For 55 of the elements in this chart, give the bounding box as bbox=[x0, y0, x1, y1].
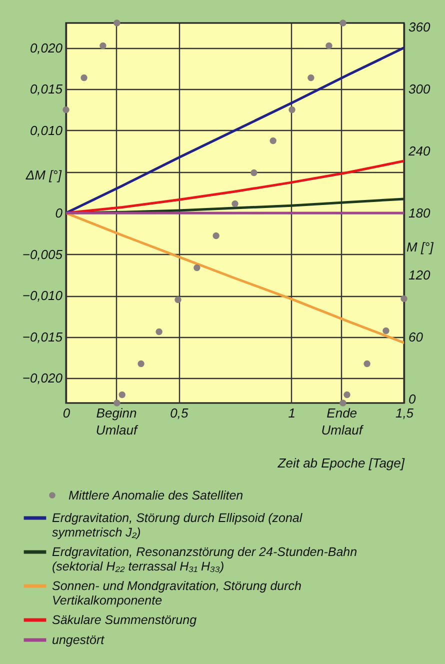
y-tick-label: 0,015 bbox=[30, 82, 64, 97]
line-series bbox=[66, 212, 404, 344]
point bbox=[212, 232, 220, 240]
x-tick-label: 0,5 bbox=[170, 406, 189, 420]
point bbox=[114, 400, 120, 406]
legend-label: Erdgravitation, Resonanzstörung der 24-Stunden-Bahn (sektorial H₂₂ terrassal H₃₁ H₃₃) bbox=[52, 545, 358, 574]
point bbox=[400, 295, 408, 302]
point bbox=[114, 20, 120, 26]
y-tick-label: 0 bbox=[55, 206, 64, 220]
point bbox=[344, 391, 350, 398]
point bbox=[118, 391, 126, 398]
y2-axis-title: M [°] bbox=[406, 240, 434, 254]
point bbox=[232, 200, 238, 208]
y-tick-label: −0,020 bbox=[22, 370, 64, 386]
point bbox=[340, 20, 346, 26]
point bbox=[326, 42, 332, 50]
point bbox=[174, 296, 182, 304]
x-tick-label: 1,5 bbox=[395, 406, 414, 420]
point bbox=[270, 137, 276, 144]
point bbox=[288, 106, 296, 114]
point bbox=[138, 360, 144, 368]
point bbox=[194, 264, 200, 272]
y-tick-label: −0,010 bbox=[22, 288, 64, 304]
x-tick-label: Ende Umlauf bbox=[321, 406, 364, 438]
y2-tick-label: 300 bbox=[408, 82, 431, 97]
point bbox=[80, 74, 88, 82]
legend-label: Sonnen- und Mondgravitation, Störung durch Vertikalkomponente bbox=[52, 579, 302, 608]
point bbox=[340, 400, 346, 406]
point bbox=[156, 328, 162, 336]
point bbox=[100, 42, 106, 50]
legend-label: Erdgravitation, Störung durch Ellipsoid (zonal symmetrisch J₂) bbox=[52, 511, 304, 540]
x-tick-label: Beginn Umlauf bbox=[96, 406, 138, 438]
point bbox=[308, 74, 314, 82]
y-tick-label: 0,010 bbox=[30, 122, 64, 138]
point bbox=[250, 169, 258, 176]
x-tick-label: 1 bbox=[288, 406, 296, 420]
y2-tick-label: 60 bbox=[408, 329, 424, 344]
y2-tick-label: 360 bbox=[408, 20, 431, 35]
point bbox=[364, 360, 370, 368]
line-series bbox=[66, 160, 404, 214]
y-tick-label: 0,020 bbox=[30, 40, 64, 56]
y-tick-label: −0,015 bbox=[22, 329, 64, 344]
point bbox=[62, 106, 70, 114]
y2-tick-label: 0 bbox=[408, 391, 416, 406]
y2-tick-label: 180 bbox=[408, 206, 431, 220]
legend-label: Mittlere Anomalie des Satelliten bbox=[68, 488, 244, 502]
y2-tick-label: 240 bbox=[408, 144, 431, 159]
y2-tick-label: 120 bbox=[408, 267, 431, 282]
legend-label: ungestört bbox=[52, 633, 105, 647]
y-axis-title: ΔM [°] bbox=[24, 168, 62, 182]
line-series bbox=[66, 46, 404, 214]
y-tick-label: −0,005 bbox=[22, 246, 64, 262]
point bbox=[382, 327, 390, 334]
x-axis-title: Zeit ab Epoche [Tage] bbox=[276, 456, 405, 470]
legend-label: Säkulare Summenstörung bbox=[52, 613, 197, 627]
